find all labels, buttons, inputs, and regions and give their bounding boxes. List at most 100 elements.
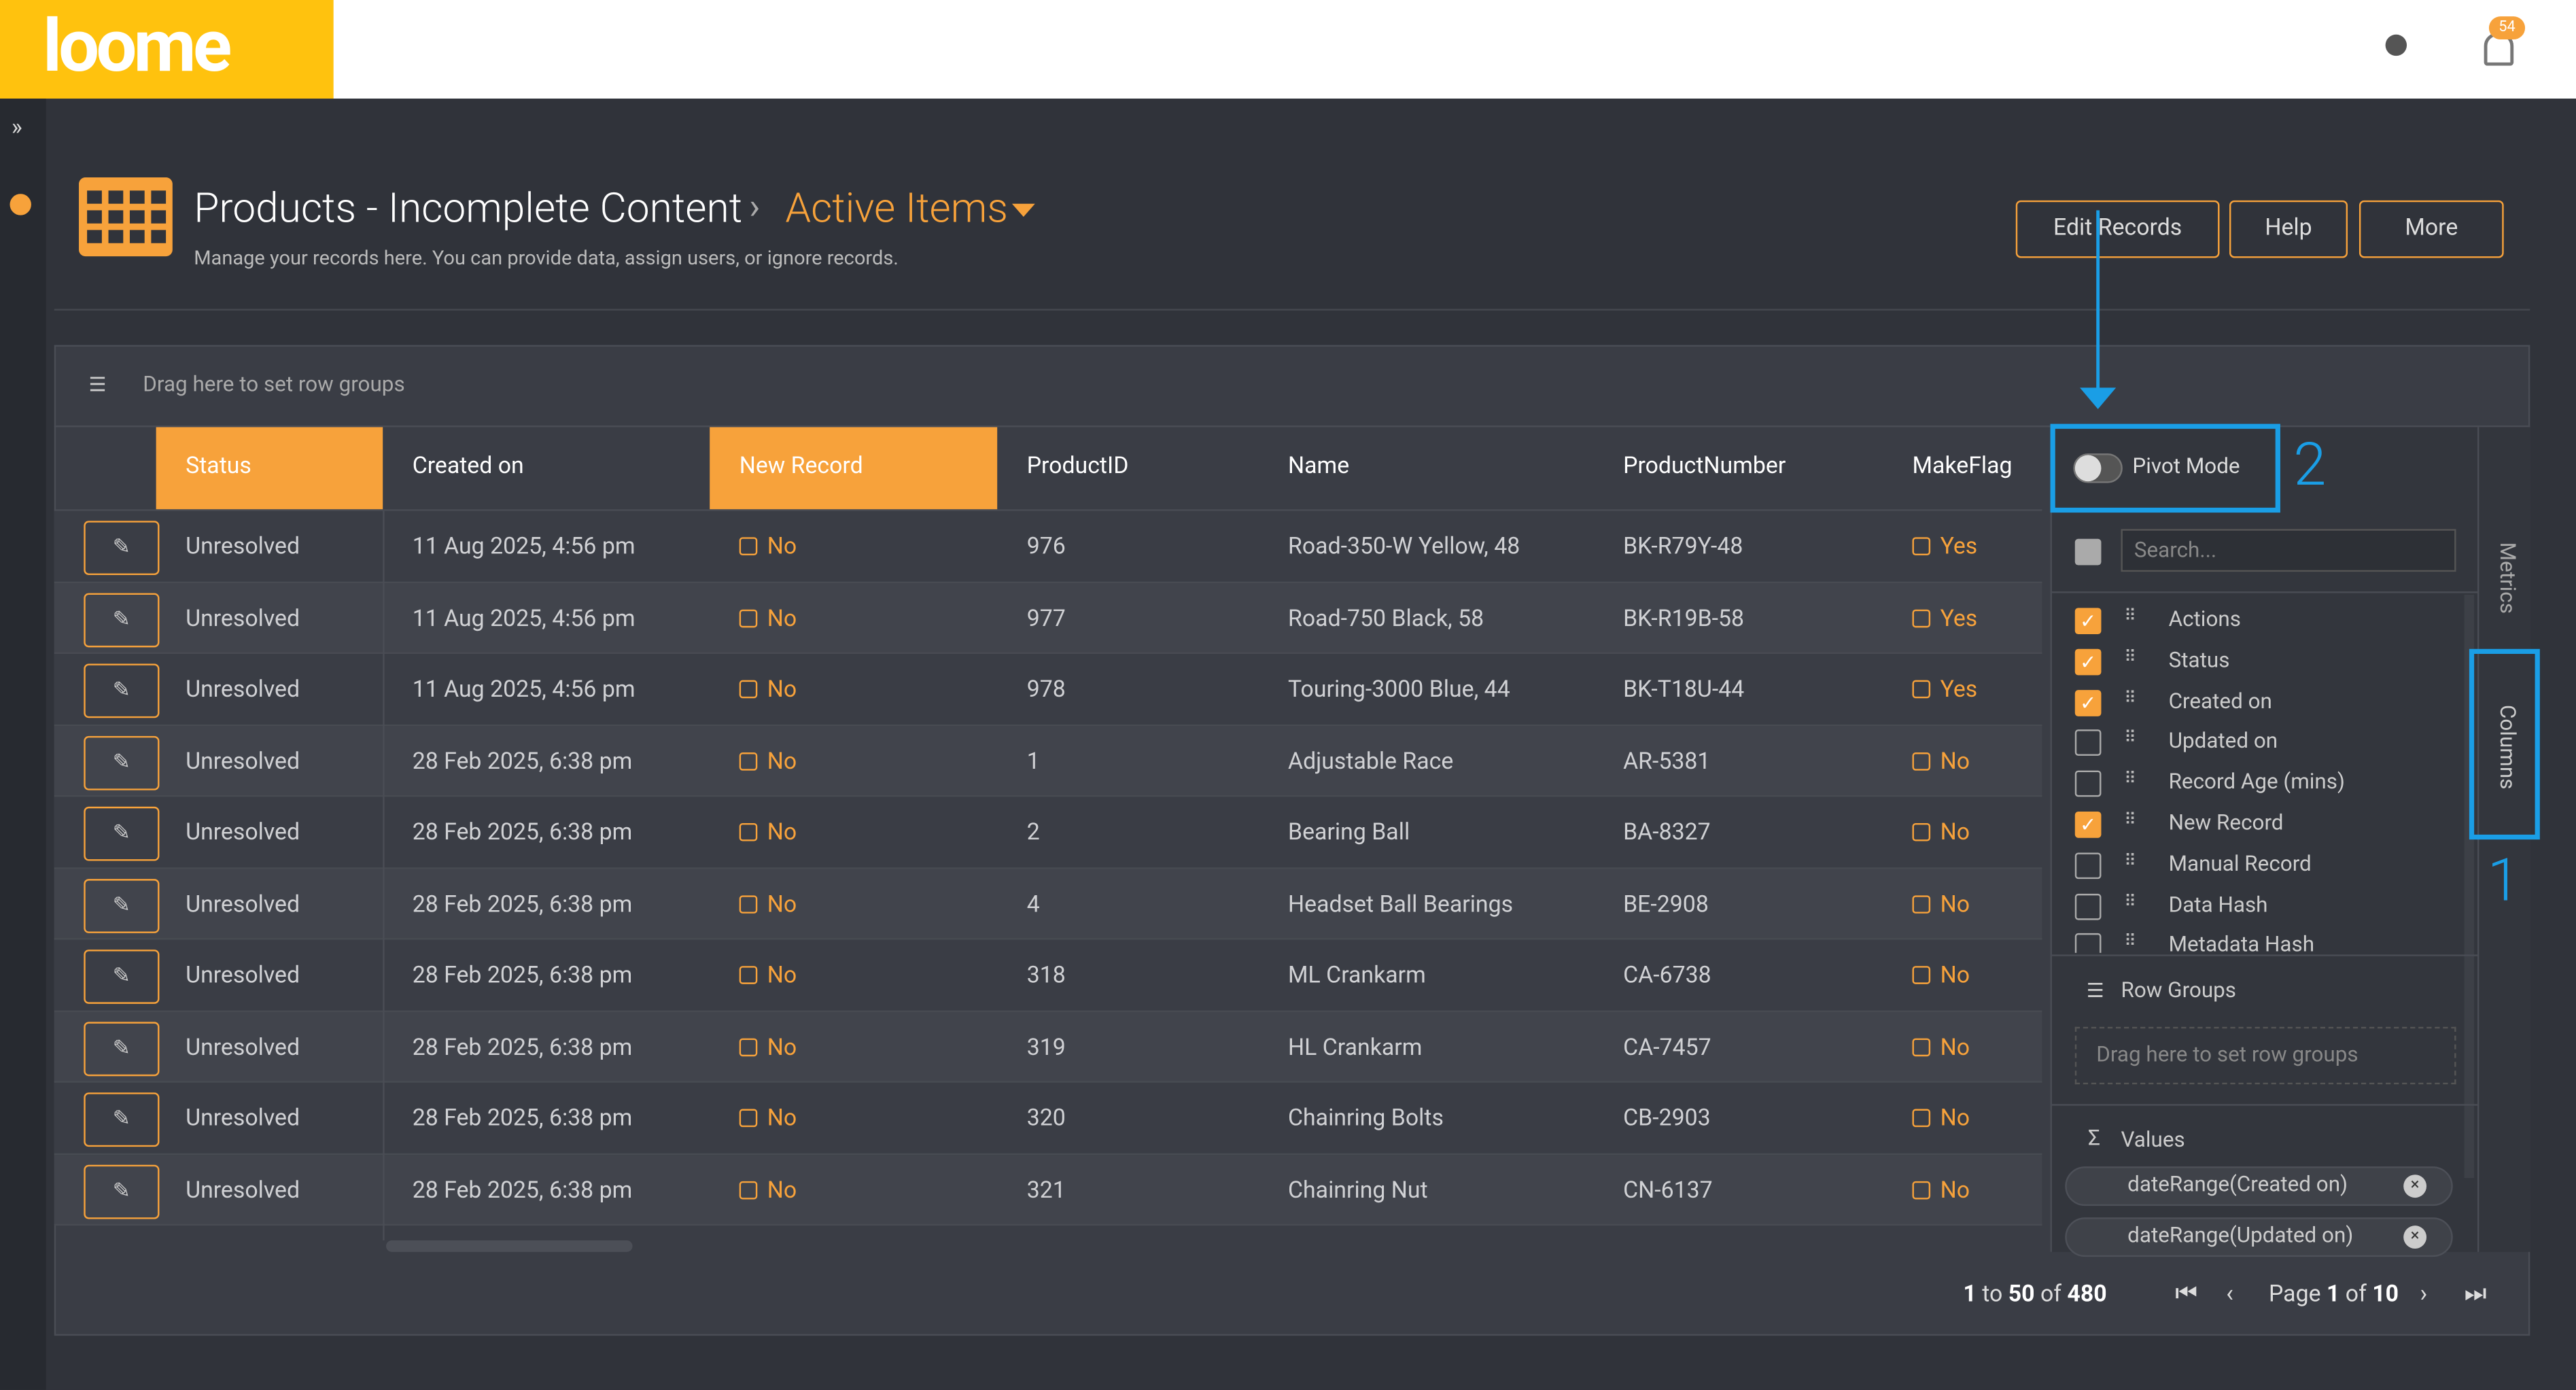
value-remove[interactable]: × (2403, 1226, 2427, 1249)
edit-button[interactable]: ✎ (84, 1092, 160, 1147)
row-groups-drop[interactable]: Drag here to set row groups (2074, 1026, 2456, 1085)
logo[interactable]: loome (0, 0, 334, 99)
column-checkbox[interactable] (2074, 852, 2102, 879)
drag-handle: ⠿ (2124, 852, 2137, 871)
side-tabs (2477, 427, 2530, 1252)
flag-icon (1912, 1037, 1931, 1056)
select-all[interactable] (2074, 538, 2102, 566)
page-nav[interactable]: ‹ (2226, 1278, 2234, 1308)
column-header[interactable]: ProductID (1026, 453, 1129, 480)
cell: BK-T18U-44 (1623, 676, 1745, 703)
drag-handle: ⠿ (2124, 648, 2137, 667)
pagination-text: 480 (2067, 1281, 2107, 1308)
column-name[interactable]: Record Age (mins) (2168, 771, 2345, 796)
page-nav[interactable]: › (2420, 1278, 2428, 1308)
row-bg (54, 725, 2042, 797)
cell: Touring-3000 Blue, 44 (1288, 676, 1510, 703)
column-checkbox[interactable] (2074, 730, 2102, 757)
edit-button[interactable]: ✎ (84, 521, 160, 575)
column-header[interactable]: Created on (412, 453, 524, 480)
column-name[interactable]: Status (2168, 648, 2230, 674)
page-nav[interactable]: ⏭ (2464, 1278, 2487, 1308)
edit-button[interactable]: ✎ (84, 878, 160, 933)
edit-button[interactable]: ✎ (84, 1164, 160, 1219)
search-box[interactable]: Search... (2121, 529, 2456, 572)
edit-button[interactable]: ✎ (84, 950, 160, 1004)
flag-icon (739, 1037, 758, 1056)
grid-icon-cell (151, 210, 167, 224)
edit-button[interactable]: ✎ (84, 663, 160, 718)
cell: 28 Feb 2025, 6:38 pm (412, 1105, 633, 1132)
drag-handle: ⠿ (2124, 689, 2137, 708)
flag-icon (1912, 537, 1931, 555)
expand-icon[interactable]: » (11, 115, 22, 141)
pagination-text: Page (2269, 1281, 2327, 1308)
separator (54, 309, 2530, 311)
column-checkbox[interactable] (2074, 771, 2102, 797)
flag-icon (739, 1109, 758, 1128)
column-checkbox[interactable] (2074, 892, 2102, 920)
column-checkbox[interactable]: ✓ (2074, 608, 2102, 635)
grid-icon-cell (108, 230, 124, 243)
grid-icon-cell (129, 190, 145, 204)
header-button[interactable]: More (2359, 200, 2504, 258)
header-button[interactable]: Help (2229, 200, 2348, 258)
drag-handle: ⠿ (2124, 608, 2137, 626)
column-name[interactable]: Updated on (2168, 730, 2278, 755)
column-header[interactable]: Status (186, 453, 251, 480)
page-nav[interactable]: ⏮ (2175, 1278, 2197, 1308)
column-name[interactable]: Actions (2168, 608, 2241, 633)
row-bg (54, 1154, 2042, 1226)
column-header[interactable]: MakeFlag (1912, 453, 2013, 480)
column-checkbox[interactable]: ✓ (2074, 648, 2102, 675)
value-remove[interactable]: × (2403, 1175, 2427, 1198)
column-header[interactable]: New Record (739, 453, 863, 480)
side-tab[interactable]: Metrics (2494, 542, 2519, 614)
flag-value: No (1940, 1177, 1970, 1204)
breadcrumb-sep: › (749, 187, 761, 228)
column-name[interactable]: Manual Record (2168, 852, 2312, 878)
flag-icon (1912, 608, 1931, 627)
cell: 28 Feb 2025, 6:38 pm (412, 1034, 633, 1061)
column-header[interactable]: ProductNumber (1623, 453, 1786, 480)
grid-icon-cell (151, 190, 167, 204)
cell: Unresolved (186, 891, 300, 918)
add-icon[interactable] (10, 194, 31, 215)
globe-icon[interactable] (2385, 34, 2407, 56)
edit-button[interactable]: ✎ (84, 1021, 160, 1075)
col-divider (383, 510, 385, 1240)
value-name: dateRange(Created on) (2127, 1172, 2348, 1198)
pagination-text: 1 (2326, 1281, 2346, 1308)
drag-handle: ⠿ (2124, 892, 2137, 911)
pagination-text: to (1982, 1281, 2008, 1308)
cell: 4 (1026, 891, 1040, 918)
drag-handle: ⠿ (2124, 933, 2137, 952)
grid-icon-cell (87, 230, 102, 243)
edit-button[interactable]: ✎ (84, 806, 160, 861)
column-name[interactable]: Metadata Hash (2168, 933, 2315, 953)
pagination-text: of (2345, 1281, 2373, 1308)
column-name[interactable]: New Record (2168, 812, 2284, 837)
cell: Unresolved (186, 962, 300, 990)
edit-button[interactable]: ✎ (84, 735, 160, 790)
flag-value: No (767, 1034, 797, 1061)
cell: 28 Feb 2025, 6:38 pm (412, 891, 633, 918)
column-name[interactable]: Created on (2168, 689, 2272, 714)
cell: 976 (1026, 534, 1066, 561)
view-selector[interactable]: Active Items (785, 186, 1009, 234)
column-checkbox[interactable] (2074, 933, 2102, 953)
column-header[interactable]: Name (1288, 453, 1350, 480)
grid-icon-cell (108, 190, 124, 204)
side-tab[interactable]: Columns (2494, 704, 2519, 790)
flag-value: No (767, 1177, 797, 1204)
header-button[interactable]: Edit Records (2015, 200, 2220, 258)
edit-button[interactable]: ✎ (84, 592, 160, 647)
column-checkbox[interactable]: ✓ (2074, 812, 2102, 838)
column-name[interactable]: Data Hash (2168, 892, 2268, 918)
cell: BK-R79Y-48 (1623, 534, 1743, 561)
flag-value: No (1940, 962, 1970, 990)
row-bg (54, 1011, 2042, 1083)
column-checkbox[interactable]: ✓ (2074, 689, 2102, 716)
group-bar[interactable]: Drag here to set row groups (143, 372, 405, 398)
